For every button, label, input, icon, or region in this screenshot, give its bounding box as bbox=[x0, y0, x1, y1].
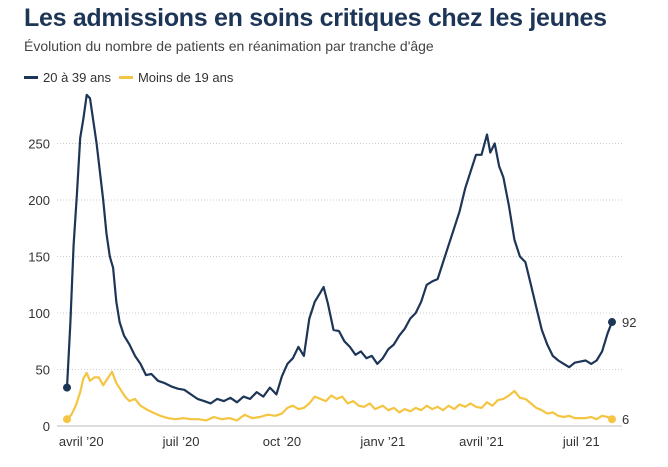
y-tick-label: 250 bbox=[28, 137, 50, 152]
series-start-point bbox=[63, 415, 71, 424]
x-tick-label: juil ’21 bbox=[562, 434, 600, 449]
x-tick-label: avril ’20 bbox=[59, 434, 104, 449]
chart-title: Les admissions en soins critiques chez l… bbox=[24, 4, 607, 32]
y-tick-label: 200 bbox=[28, 193, 50, 208]
legend-item-20-39: 20 à 39 ans bbox=[24, 70, 111, 85]
legend-swatch-under-19 bbox=[118, 76, 133, 79]
x-tick-label: janv ’21 bbox=[359, 434, 405, 449]
y-tick-label: 50 bbox=[36, 363, 50, 378]
legend-label-under-19: Moins de 19 ans bbox=[137, 70, 234, 85]
legend-swatch-20-39 bbox=[24, 76, 38, 79]
series-end-label: 92 bbox=[622, 315, 636, 330]
x-tick-label: oct ’20 bbox=[263, 434, 301, 449]
x-tick-label: juil ’20 bbox=[162, 434, 200, 449]
series-start-point bbox=[63, 383, 71, 392]
series-line bbox=[66, 370, 613, 422]
series-end-point bbox=[608, 415, 616, 424]
series-end-point bbox=[608, 318, 616, 327]
y-tick-label: 100 bbox=[28, 306, 50, 321]
legend-label-20-39: 20 à 39 ans bbox=[43, 70, 111, 85]
chart-subtitle: Évolution du nombre de patients en réani… bbox=[24, 38, 434, 54]
y-tick-label: 150 bbox=[28, 250, 50, 265]
series-end-label: 6 bbox=[622, 412, 629, 427]
legend-item-under-19: Moins de 19 ans bbox=[118, 70, 234, 85]
x-tick-label: avril ’21 bbox=[459, 434, 504, 449]
legend: 20 à 39 ans Moins de 19 ans bbox=[24, 70, 241, 85]
y-tick-label: 0 bbox=[43, 419, 50, 434]
series-line bbox=[65, 93, 614, 405]
